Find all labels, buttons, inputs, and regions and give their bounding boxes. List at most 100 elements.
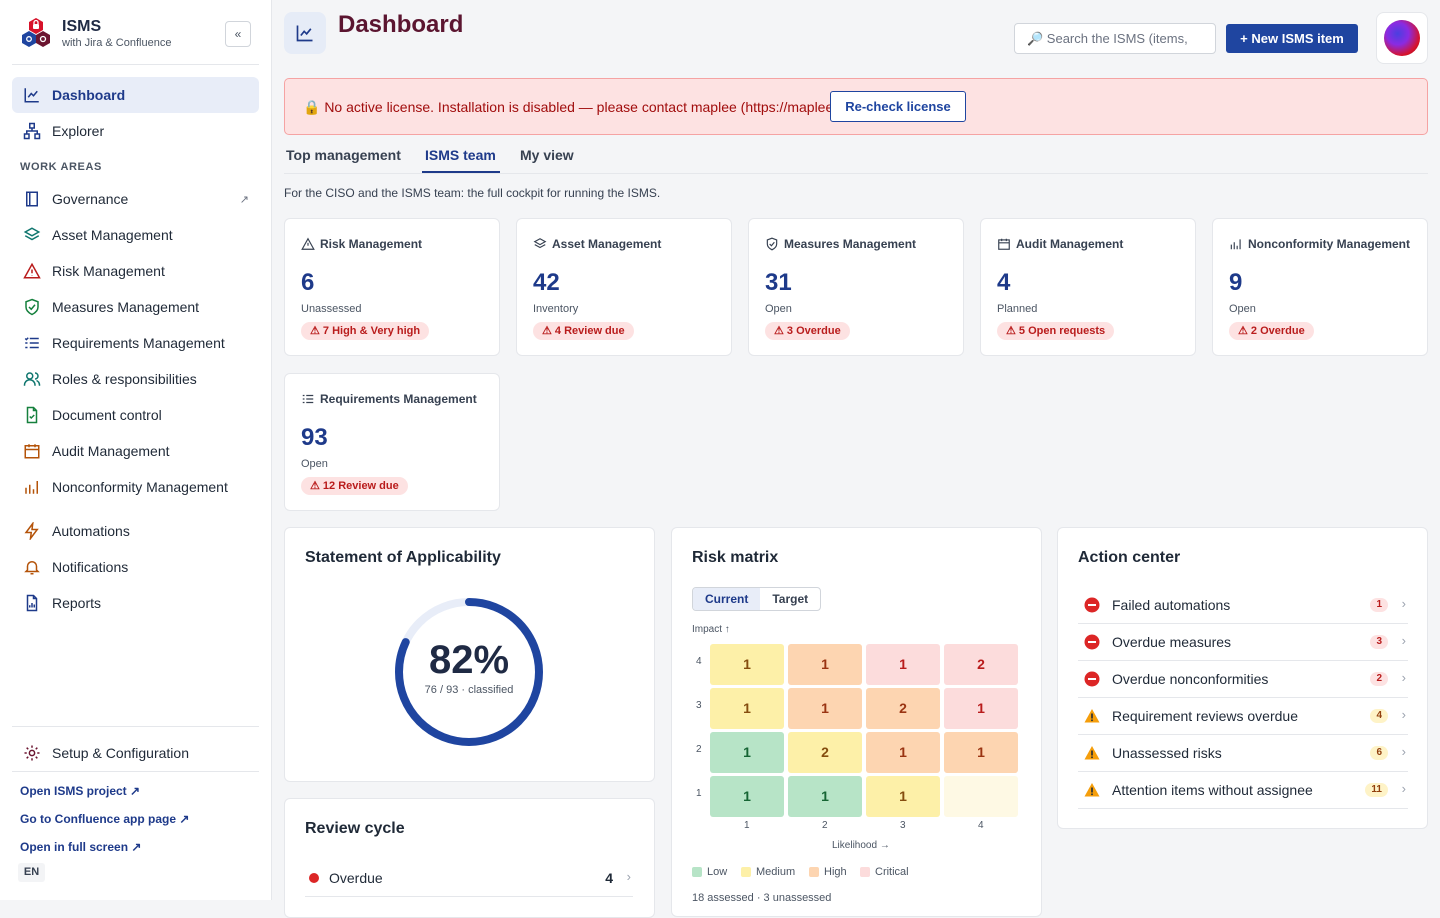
kpi-card-measures[interactable]: Measures Management 31 Open ⚠ 3 Overdue — [748, 218, 964, 356]
sidebar-item-document-control[interactable]: Document control — [12, 397, 259, 433]
sidebar-item-asset-management[interactable]: Asset Management — [12, 217, 259, 253]
sidebar-item-requirements-management[interactable]: Requirements Management — [12, 325, 259, 361]
matrix-cell-high[interactable]: 2 — [866, 688, 940, 729]
sidebar-item-dashboard[interactable]: Dashboard — [12, 77, 259, 113]
y-tick-label: 2 — [696, 744, 702, 755]
sidebar-item-automations[interactable]: Automations — [12, 513, 259, 549]
tab-isms-team[interactable]: ISMS team — [425, 147, 496, 163]
review-row-label: Overdue — [329, 870, 383, 886]
action-item[interactable]: Attention items without assignee 11 › — [1078, 772, 1408, 809]
matrix-cell-medium[interactable]: 1 — [866, 776, 940, 817]
kpi-label: Open — [1229, 303, 1256, 315]
sidebar-item-notifications[interactable]: Notifications — [12, 549, 259, 585]
tabs-divider — [284, 173, 1428, 174]
matrix-cell-critical[interactable]: 1 — [866, 644, 940, 685]
matrix-cell-medium[interactable]: 2 — [788, 732, 862, 773]
review-cycle-card: Review cycle Overdue 4 › — [284, 798, 655, 918]
action-item[interactable]: Overdue measures 3 › — [1078, 624, 1408, 661]
review-row-overdue[interactable]: Overdue 4 › — [305, 859, 633, 897]
tab-top-management[interactable]: Top management — [286, 147, 401, 163]
legend-low: Low — [692, 866, 727, 878]
kpi-card-risk[interactable]: Risk Management 6 Unassessed ⚠ 7 High & … — [284, 218, 500, 356]
divider — [12, 64, 259, 65]
soa-detail: 76 / 93 · classified — [424, 684, 514, 696]
kpi-value: 31 — [765, 269, 792, 296]
collapse-sidebar-button[interactable]: « — [225, 21, 251, 47]
sidebar-item-nonconformity-management[interactable]: Nonconformity Management — [12, 469, 259, 505]
sidebar-item-label: Automations — [52, 523, 130, 539]
toggle-current[interactable]: Current — [693, 588, 761, 610]
matrix-cell-empty[interactable] — [944, 776, 1018, 817]
matrix-cell-low[interactable]: 1 — [710, 776, 784, 817]
matrix-cell-critical[interactable]: 2 — [944, 644, 1018, 685]
matrix-cell-high[interactable]: 1 — [788, 688, 862, 729]
kpi-title: Measures Management — [784, 237, 917, 251]
warning-icon — [1084, 782, 1100, 798]
report-icon — [22, 593, 42, 613]
sidebar-item-audit-management[interactable]: Audit Management — [12, 433, 259, 469]
search-input[interactable]: 🔎 Search the ISMS (items, — [1014, 23, 1216, 54]
sidebar: ISMS with Jira & Confluence « Dashboard … — [0, 0, 272, 900]
sidebar-item-risk-management[interactable]: Risk Management — [12, 253, 259, 289]
count-badge: 1 — [1370, 598, 1388, 612]
bell-icon — [22, 557, 42, 577]
action-item[interactable]: Overdue nonconformities 2 › — [1078, 661, 1408, 698]
kpi-alert-badge: ⚠ 3 Overdue — [765, 322, 850, 340]
open-isms-project-link[interactable]: Open ISMS project ↗ — [20, 784, 141, 798]
soa-progress-arc — [395, 598, 543, 746]
sidebar-item-governance[interactable]: Governance ↗ — [12, 181, 259, 217]
confluence-app-page-link[interactable]: Go to Confluence app page ↗ — [20, 812, 190, 826]
action-item[interactable]: Failed automations 1 › — [1078, 587, 1408, 624]
sidebar-item-label: Nonconformity Management — [52, 479, 228, 495]
sidebar-item-label: Setup & Configuration — [52, 745, 189, 761]
user-menu[interactable] — [1376, 12, 1428, 64]
y-axis-label: Impact ↑ — [692, 624, 730, 635]
matrix-cell-high[interactable]: 1 — [788, 644, 862, 685]
matrix-cell-low[interactable]: 1 — [710, 732, 784, 773]
action-item[interactable]: Unassessed risks 6 › — [1078, 735, 1408, 772]
new-isms-item-button[interactable]: + New ISMS item — [1226, 24, 1358, 53]
action-item[interactable]: Requirement reviews overdue 4 › — [1078, 698, 1408, 735]
sidebar-item-reports[interactable]: Reports — [12, 585, 259, 621]
checklist-icon — [22, 333, 42, 353]
matrix-cell-medium[interactable]: 1 — [710, 688, 784, 729]
x-axis-label: Likelihood → — [832, 840, 890, 851]
bar-chart-icon — [1229, 237, 1243, 251]
kpi-card-nonconformity[interactable]: Nonconformity Management 9 Open ⚠ 2 Over… — [1212, 218, 1428, 356]
count-badge: 4 — [1370, 709, 1388, 723]
kpi-alert-badge: ⚠ 4 Review due — [533, 322, 634, 340]
action-item-label: Unassessed risks — [1112, 745, 1222, 761]
sidebar-item-roles[interactable]: Roles & responsibilities — [12, 361, 259, 397]
matrix-cell-critical[interactable]: 1 — [944, 688, 1018, 729]
y-tick-label: 1 — [696, 788, 702, 799]
matrix-cell-low[interactable]: 1 — [788, 776, 862, 817]
kpi-value: 42 — [533, 269, 560, 296]
chart-line-icon — [22, 85, 42, 105]
sidebar-item-measures-management[interactable]: Measures Management — [12, 289, 259, 325]
license-alert: 🔒 No active license. Installation is dis… — [284, 78, 1428, 135]
warning-triangle-icon — [301, 237, 315, 251]
matrix-cell-medium[interactable]: 1 — [710, 644, 784, 685]
kpi-label: Planned — [997, 303, 1038, 315]
matrix-cell-high[interactable]: 1 — [866, 732, 940, 773]
recheck-license-button[interactable]: Re-check license — [830, 91, 966, 122]
hierarchy-icon — [22, 121, 42, 141]
review-row-count: 4 — [605, 870, 613, 886]
sidebar-item-setup[interactable]: Setup & Configuration — [12, 735, 259, 771]
action-item-label: Overdue measures — [1112, 634, 1232, 650]
x-tick-label: 1 — [744, 820, 750, 831]
matrix-cell-high[interactable]: 1 — [944, 732, 1018, 773]
kpi-card-requirements[interactable]: Requirements Management 93 Open ⚠ 12 Rev… — [284, 373, 500, 511]
lightning-icon — [22, 521, 42, 541]
toggle-target[interactable]: Target — [772, 592, 809, 606]
sidebar-item-explorer[interactable]: Explorer — [12, 113, 259, 149]
sidebar-item-label: Audit Management — [52, 443, 170, 459]
language-switch[interactable]: EN — [18, 863, 45, 882]
full-screen-link[interactable]: Open in full screen ↗ — [20, 840, 142, 854]
kpi-card-asset[interactable]: Asset Management 42 Inventory ⚠ 4 Review… — [516, 218, 732, 356]
kpi-card-audit[interactable]: Audit Management 4 Planned ⚠ 5 Open requ… — [980, 218, 1196, 356]
kpi-alert-badge: ⚠ 12 Review due — [301, 477, 408, 495]
kpi-alert-badge: ⚠ 2 Overdue — [1229, 322, 1314, 340]
layers-icon — [533, 237, 547, 251]
tab-my-view[interactable]: My view — [520, 147, 574, 163]
